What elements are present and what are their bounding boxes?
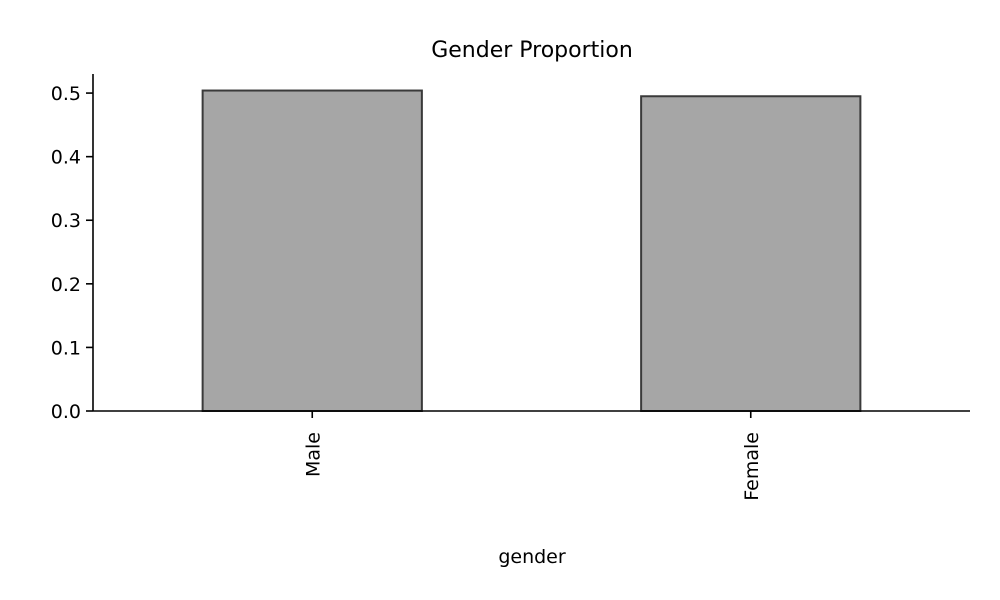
y-tick-label: 0.0 [51,401,81,423]
chart-title: Gender Proportion [431,38,633,63]
y-tick-label: 0.2 [51,274,81,296]
x-axis-ticks: Male Female [302,411,763,501]
bar-female [640,95,862,412]
y-tick-label: 0.5 [51,83,81,105]
bars-layer [201,89,862,412]
bar-male [201,89,423,412]
y-tick-label: 0.1 [51,337,81,359]
y-tick-label: 0.4 [51,147,81,169]
x-tick-label: Female [741,432,763,501]
y-axis-ticks: 0.0 0.1 0.2 0.3 0.4 0.5 [51,83,93,423]
x-tick-label: Male [302,432,324,477]
y-tick-label: 0.3 [51,210,81,232]
x-axis-label: gender [498,546,566,568]
